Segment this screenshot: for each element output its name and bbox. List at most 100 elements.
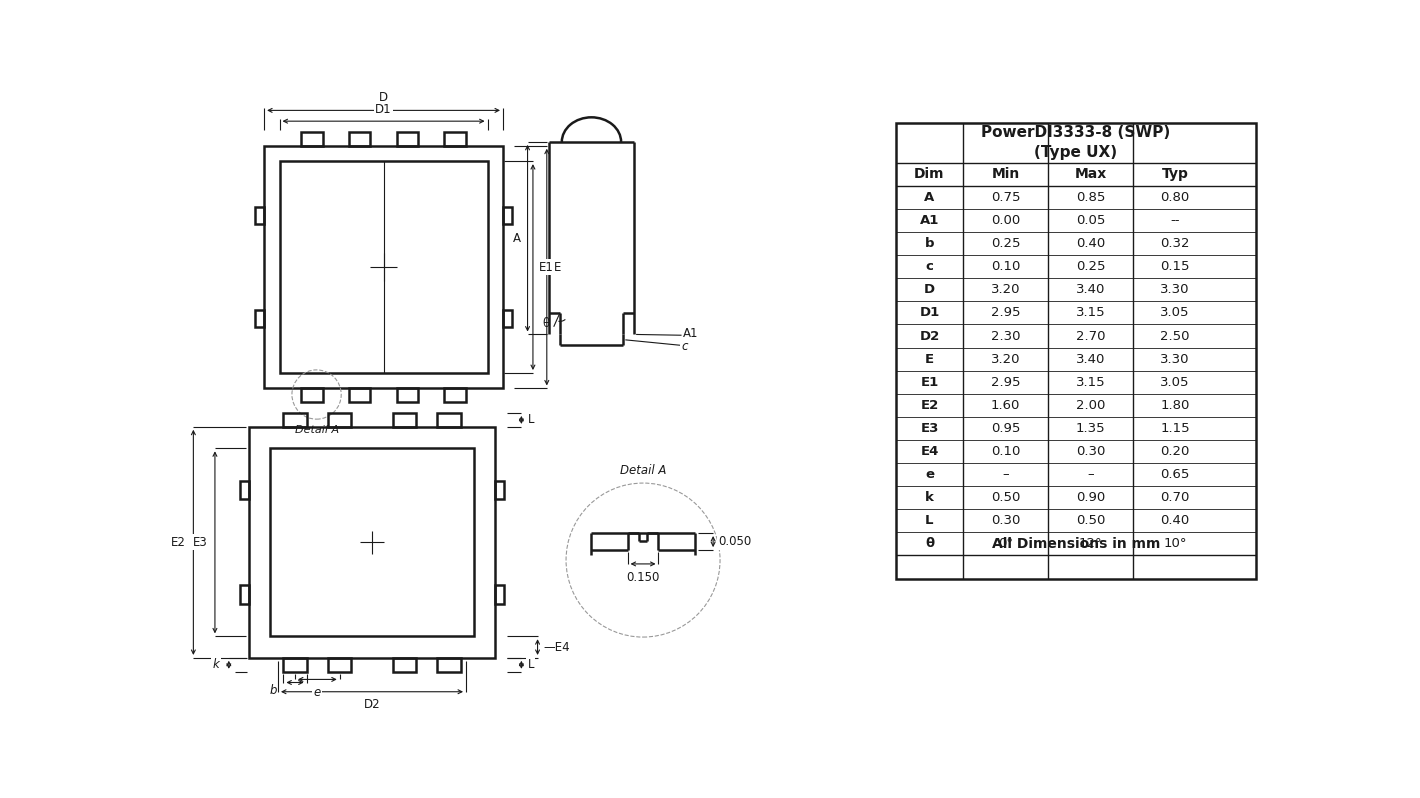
Text: 0.65: 0.65 [1160,468,1190,481]
Text: 1.60: 1.60 [991,399,1021,412]
Text: e: e [924,468,934,481]
Text: 0.20: 0.20 [1160,445,1190,458]
Bar [393,413,416,427]
Text: A: A [514,231,521,245]
Text: L: L [528,413,534,426]
Text: 0.050: 0.050 [719,535,751,548]
Text: E2: E2 [170,536,186,549]
Bar [301,389,322,402]
Text: 0.40: 0.40 [1160,514,1190,527]
Text: 3.20: 3.20 [991,353,1021,365]
Text: 0.40: 0.40 [1076,237,1105,250]
Text: 0.95: 0.95 [991,422,1021,435]
Bar [896,123,1255,579]
Text: 0.25: 0.25 [991,237,1021,250]
Bar [503,207,513,224]
Bar [270,448,474,636]
Text: Dim: Dim [914,168,944,181]
Text: b: b [270,684,277,697]
Text: L: L [528,658,534,671]
Text: All Dimensions in mm: All Dimensions in mm [991,537,1160,551]
Text: E: E [924,353,934,365]
Bar [256,310,264,326]
Text: D1: D1 [375,103,392,116]
Text: θ: θ [924,537,934,551]
Text: 0.00: 0.00 [991,214,1021,227]
Text: –: – [1088,468,1093,481]
Text: E: E [554,261,561,274]
Text: E3: E3 [193,536,207,549]
Text: Min: Min [991,168,1020,181]
Bar [396,389,419,402]
Text: 0.50: 0.50 [1076,514,1105,527]
Text: A1: A1 [920,214,939,227]
Text: e: e [314,686,321,699]
Text: 0.30: 0.30 [1076,445,1105,458]
Text: 1.35: 1.35 [1075,422,1105,435]
Bar [248,427,496,658]
Text: 2.00: 2.00 [1076,399,1105,412]
Text: k: k [213,658,220,671]
Text: A1: A1 [683,327,699,340]
Bar [349,132,371,146]
Text: 0.10: 0.10 [991,445,1021,458]
Text: 0.90: 0.90 [1076,492,1105,504]
Text: 0.30: 0.30 [991,514,1021,527]
Bar [240,586,248,604]
Text: Max: Max [1075,168,1106,181]
Text: 0.32: 0.32 [1160,237,1190,250]
Text: 10°: 10° [1163,537,1187,551]
Text: b: b [924,237,934,250]
Text: E1: E1 [540,261,554,274]
Text: 0.85: 0.85 [1076,191,1105,204]
Bar [301,132,322,146]
Text: D2: D2 [919,330,940,342]
Bar [396,132,419,146]
Text: k: k [924,492,934,504]
Bar [284,658,307,672]
Text: 0.70: 0.70 [1160,492,1190,504]
Text: 3.15: 3.15 [1075,376,1105,389]
Text: 12°: 12° [1079,537,1102,551]
Text: —E4: —E4 [544,641,571,654]
Text: 0.80: 0.80 [1160,191,1190,204]
Text: 3.05: 3.05 [1160,376,1190,389]
Text: 0.50: 0.50 [991,492,1021,504]
Text: 0.150: 0.150 [626,571,660,584]
Text: 3.20: 3.20 [991,283,1021,296]
Text: D2: D2 [364,698,381,711]
Bar [328,413,351,427]
Text: c: c [682,340,689,354]
Bar [349,389,371,402]
Text: 3.15: 3.15 [1075,306,1105,319]
Bar [328,658,351,672]
Text: 0.05: 0.05 [1076,214,1105,227]
Text: 2.30: 2.30 [991,330,1021,342]
Bar [444,132,466,146]
Text: 3.30: 3.30 [1160,283,1190,296]
Bar [496,480,504,500]
Text: 2.50: 2.50 [1160,330,1190,342]
Text: 0°: 0° [998,537,1014,551]
Text: 3.30: 3.30 [1160,353,1190,365]
Text: –: – [1003,468,1010,481]
Text: 1.15: 1.15 [1160,422,1190,435]
Text: Detail A: Detail A [294,425,338,436]
Bar [280,161,487,373]
Bar [437,658,460,672]
Text: 1.80: 1.80 [1160,399,1190,412]
Text: 0.25: 0.25 [1076,260,1105,273]
Text: Typ: Typ [1162,168,1189,181]
Text: E4: E4 [920,445,939,458]
Bar [496,586,504,604]
Text: D1: D1 [919,306,940,319]
Text: A: A [924,191,934,204]
Text: PowerDI3333-8 (SWP)
(Type UX): PowerDI3333-8 (SWP) (Type UX) [981,125,1170,160]
Bar [393,658,416,672]
Text: 0.10: 0.10 [991,260,1021,273]
Text: E3: E3 [920,422,939,435]
Text: E1: E1 [920,376,939,389]
Text: 2.95: 2.95 [991,306,1021,319]
Text: 3.40: 3.40 [1076,353,1105,365]
Text: c: c [926,260,933,273]
